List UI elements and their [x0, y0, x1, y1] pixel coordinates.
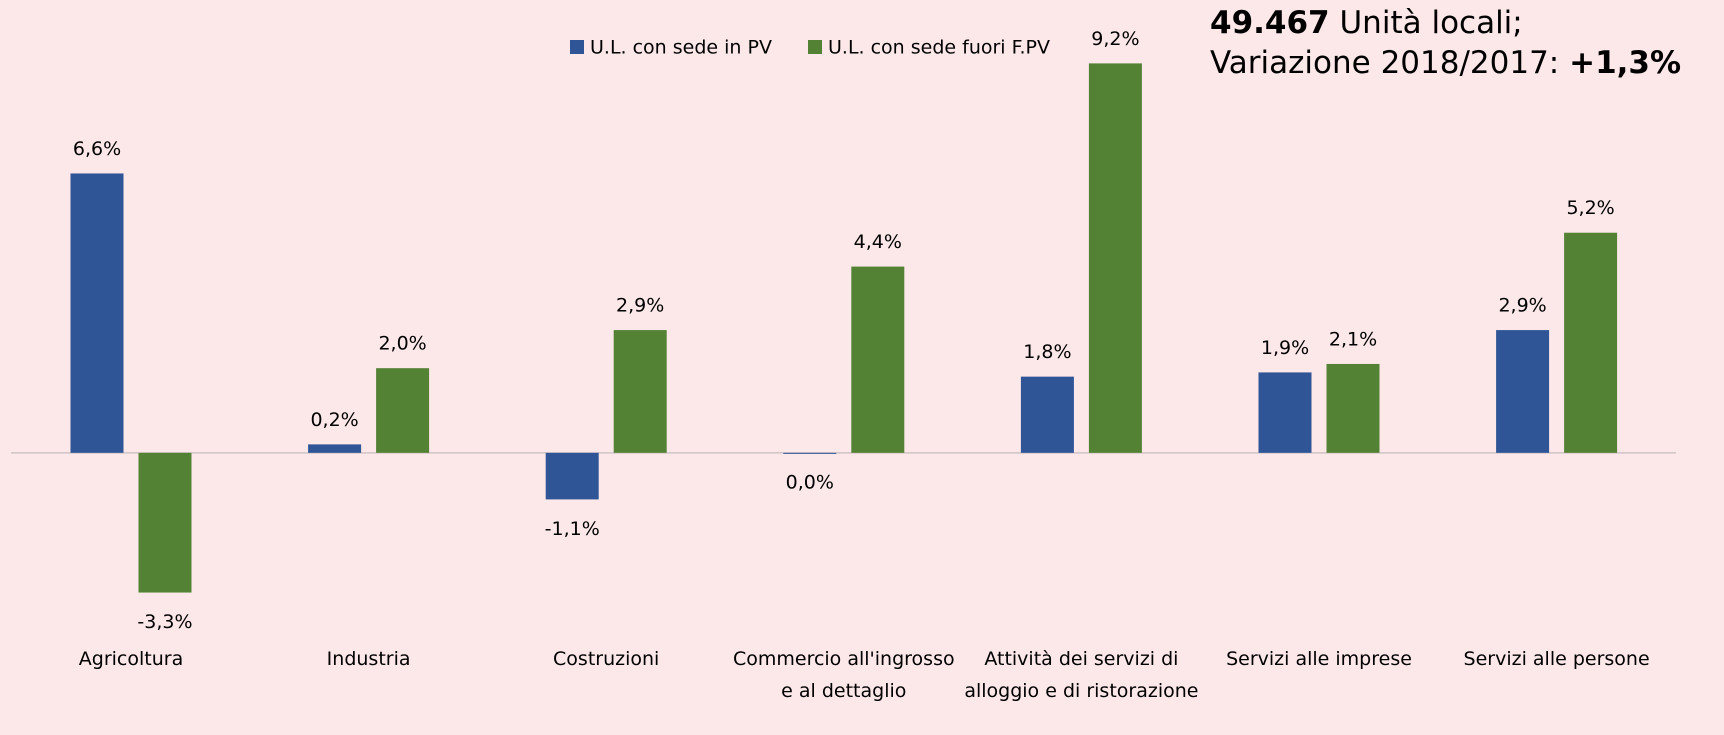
bar — [376, 368, 430, 453]
bar — [851, 266, 905, 453]
bar — [1088, 63, 1142, 453]
annotation-line2: Variazione 2018/2017: +1,3% — [1210, 45, 1681, 81]
annotation-bold: +1,3% — [1569, 45, 1681, 81]
value-label: 9,2% — [1091, 28, 1139, 50]
legend-label: U.L. con sede fuori F.PV — [828, 37, 1050, 59]
legend-swatch — [570, 40, 584, 54]
bar — [138, 452, 192, 593]
bar — [545, 452, 599, 500]
annotation-line1: 49.467 Unità locali; — [1210, 5, 1523, 41]
value-label: 4,4% — [854, 231, 902, 253]
bar — [1020, 376, 1074, 453]
value-label: 2,9% — [616, 295, 664, 317]
x-tick-label: Servizi alle persone — [1463, 648, 1650, 670]
bar — [783, 452, 837, 454]
value-label: -1,1% — [545, 518, 600, 540]
bar — [1564, 232, 1618, 453]
value-label: 1,9% — [1261, 337, 1309, 359]
x-tick-label: Attività dei servizi di alloggio e di ri… — [964, 648, 1199, 702]
value-label: 1,8% — [1023, 341, 1071, 363]
value-label: 2,9% — [1498, 295, 1546, 317]
value-label: 6,6% — [73, 138, 121, 160]
value-label: 0,2% — [310, 409, 358, 431]
x-tick-label: Costruzioni — [553, 648, 660, 670]
bar — [1258, 372, 1312, 453]
x-tick-label: Commercio all'ingrosso e al dettaglio — [732, 648, 955, 702]
legend-swatch — [808, 40, 822, 54]
x-tick-label: Agricoltura — [78, 648, 184, 670]
bar — [308, 444, 362, 453]
value-label: -3,3% — [137, 611, 192, 633]
annotation-text: Variazione 2018/2017: — [1210, 45, 1569, 81]
x-tick-label: Industria — [326, 648, 411, 670]
annotation-text: Unità locali; — [1330, 5, 1523, 41]
bar — [1326, 363, 1380, 453]
annotation-bold: 49.467 — [1210, 5, 1330, 41]
value-label: 5,2% — [1566, 197, 1614, 219]
bar — [613, 330, 667, 453]
bar — [70, 173, 124, 453]
x-tick-label: Servizi alle imprese — [1226, 648, 1412, 670]
value-label: 0,0% — [786, 471, 834, 493]
bar — [1496, 330, 1550, 453]
legend-label: U.L. con sede in PV — [590, 37, 772, 59]
value-label: 2,1% — [1329, 328, 1377, 350]
value-label: 2,0% — [378, 333, 426, 355]
